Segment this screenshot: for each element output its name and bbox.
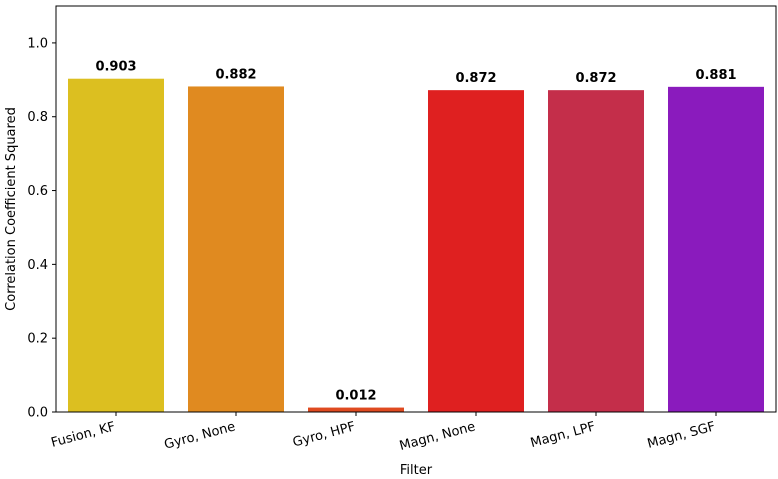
y-tick-label: 0.8: [27, 110, 48, 125]
data-label: 0.872: [575, 71, 616, 86]
x-tick-label: Fusion, KF: [50, 419, 117, 451]
data-label: 0.903: [95, 60, 136, 75]
x-tick-label: Gyro, HPF: [291, 419, 357, 450]
value-labels-group: 0.903 0.882 0.012 0.872 0.872 0.881: [95, 60, 736, 404]
bar: [308, 407, 404, 412]
y-axis: 0.0 0.2 0.4 0.6 0.8 1.0: [27, 36, 56, 421]
data-label: 0.872: [455, 71, 496, 86]
data-label: 0.881: [695, 68, 736, 83]
x-axis-label: Filter: [400, 463, 433, 478]
y-tick-label: 0.2: [27, 332, 48, 347]
y-tick-label: 0.6: [27, 184, 48, 199]
y-axis-label: Correlation Coefficient Squared: [4, 107, 19, 311]
x-tick-label: Gyro, None: [163, 419, 237, 452]
bar: [668, 86, 764, 413]
y-tick-label: 1.0: [27, 36, 48, 51]
plot-frame: [55, 5, 777, 413]
bar: [428, 90, 524, 413]
y-tick-label: 0.4: [27, 258, 48, 273]
bar: [68, 78, 164, 412]
data-label: 0.882: [215, 67, 256, 82]
y-tick-label: 0.0: [27, 406, 48, 421]
x-tick-label: Magn, LPF: [529, 419, 597, 451]
bar: [548, 90, 644, 413]
bars-group: [68, 78, 764, 413]
data-label: 0.012: [335, 389, 376, 404]
bar: [188, 86, 284, 412]
x-tick-label: Magn, SGF: [646, 419, 717, 452]
x-axis: Fusion, KF Gyro, None Gyro, HPF Magn, None M…: [50, 412, 717, 454]
x-tick-label: Magn, None: [398, 419, 477, 454]
